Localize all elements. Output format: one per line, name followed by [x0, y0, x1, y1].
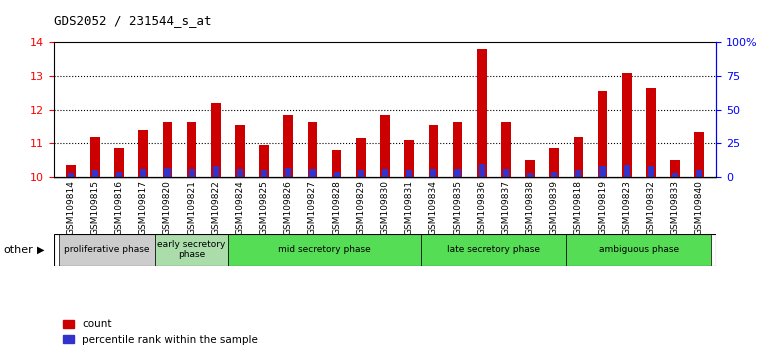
Bar: [646, 88, 656, 177]
Bar: [551, 172, 557, 177]
Text: other: other: [4, 245, 34, 255]
Text: GDS2052 / 231544_s_at: GDS2052 / 231544_s_at: [54, 14, 212, 27]
Bar: [575, 170, 581, 177]
Text: late secretory phase: late secretory phase: [447, 245, 541, 254]
Bar: [380, 115, 390, 177]
Text: GSM109837: GSM109837: [501, 180, 511, 235]
Bar: [165, 167, 170, 177]
Bar: [406, 170, 412, 177]
Text: GSM109821: GSM109821: [187, 180, 196, 235]
Bar: [308, 121, 317, 177]
Bar: [189, 169, 195, 177]
Bar: [116, 172, 122, 177]
Bar: [430, 169, 437, 177]
Text: GSM109839: GSM109839: [550, 180, 559, 235]
Text: GSM109834: GSM109834: [429, 180, 438, 235]
Bar: [527, 173, 533, 177]
Bar: [332, 150, 342, 177]
Text: GSM109823: GSM109823: [622, 180, 631, 235]
Text: GSM109815: GSM109815: [91, 180, 99, 235]
Bar: [162, 121, 172, 177]
Bar: [503, 169, 509, 177]
Text: GSM109826: GSM109826: [284, 180, 293, 235]
Bar: [310, 169, 316, 177]
Bar: [235, 125, 245, 177]
Bar: [453, 121, 462, 177]
Bar: [356, 138, 366, 177]
Bar: [648, 166, 654, 177]
Text: ▶: ▶: [37, 245, 45, 255]
Bar: [421, 234, 566, 266]
Text: GSM109822: GSM109822: [211, 180, 220, 235]
Bar: [696, 170, 702, 177]
Text: GSM109832: GSM109832: [646, 180, 655, 235]
Bar: [90, 137, 100, 177]
Text: GSM109838: GSM109838: [525, 180, 534, 235]
Bar: [624, 165, 630, 177]
Bar: [261, 170, 267, 177]
Bar: [187, 121, 196, 177]
Text: GSM109816: GSM109816: [115, 180, 124, 235]
Bar: [598, 91, 608, 177]
Text: GSM109824: GSM109824: [236, 180, 245, 235]
Bar: [259, 145, 269, 177]
Bar: [156, 234, 228, 266]
Bar: [92, 170, 98, 177]
Text: proliferative phase: proliferative phase: [65, 245, 150, 254]
Bar: [479, 164, 484, 177]
Text: GSM109830: GSM109830: [380, 180, 390, 235]
Text: GSM109818: GSM109818: [574, 180, 583, 235]
Bar: [672, 173, 678, 177]
Bar: [213, 166, 219, 177]
Bar: [695, 132, 704, 177]
Bar: [333, 172, 340, 177]
Bar: [454, 169, 460, 177]
Bar: [358, 170, 364, 177]
Bar: [114, 148, 124, 177]
Bar: [670, 160, 680, 177]
Text: GSM109829: GSM109829: [357, 180, 365, 235]
Bar: [237, 169, 243, 177]
Bar: [139, 130, 148, 177]
Text: GSM109819: GSM109819: [598, 180, 607, 235]
Bar: [574, 137, 583, 177]
Bar: [228, 234, 421, 266]
Bar: [600, 166, 605, 177]
Bar: [566, 234, 711, 266]
Text: GSM109835: GSM109835: [453, 180, 462, 235]
Text: mid secretory phase: mid secretory phase: [278, 245, 371, 254]
Text: GSM109825: GSM109825: [259, 180, 269, 235]
Bar: [59, 234, 156, 266]
Bar: [68, 173, 74, 177]
Text: early secretory
phase: early secretory phase: [158, 240, 226, 259]
Text: GSM109833: GSM109833: [671, 180, 679, 235]
Bar: [501, 121, 511, 177]
Text: GSM109836: GSM109836: [477, 180, 486, 235]
Bar: [549, 148, 559, 177]
Text: GSM109840: GSM109840: [695, 180, 704, 235]
Text: GSM109814: GSM109814: [66, 180, 75, 235]
Bar: [404, 140, 414, 177]
Bar: [211, 103, 221, 177]
Bar: [622, 73, 631, 177]
Bar: [382, 169, 388, 177]
Bar: [428, 125, 438, 177]
Text: GSM109827: GSM109827: [308, 180, 317, 235]
Text: GSM109828: GSM109828: [332, 180, 341, 235]
Bar: [140, 169, 146, 177]
Legend: count, percentile rank within the sample: count, percentile rank within the sample: [59, 315, 262, 349]
Bar: [66, 165, 75, 177]
Bar: [477, 49, 487, 177]
Text: GSM109817: GSM109817: [139, 180, 148, 235]
Text: GSM109820: GSM109820: [163, 180, 172, 235]
Text: ambiguous phase: ambiguous phase: [599, 245, 679, 254]
Text: GSM109831: GSM109831: [405, 180, 413, 235]
Bar: [286, 167, 291, 177]
Bar: [525, 160, 535, 177]
Bar: [283, 115, 293, 177]
